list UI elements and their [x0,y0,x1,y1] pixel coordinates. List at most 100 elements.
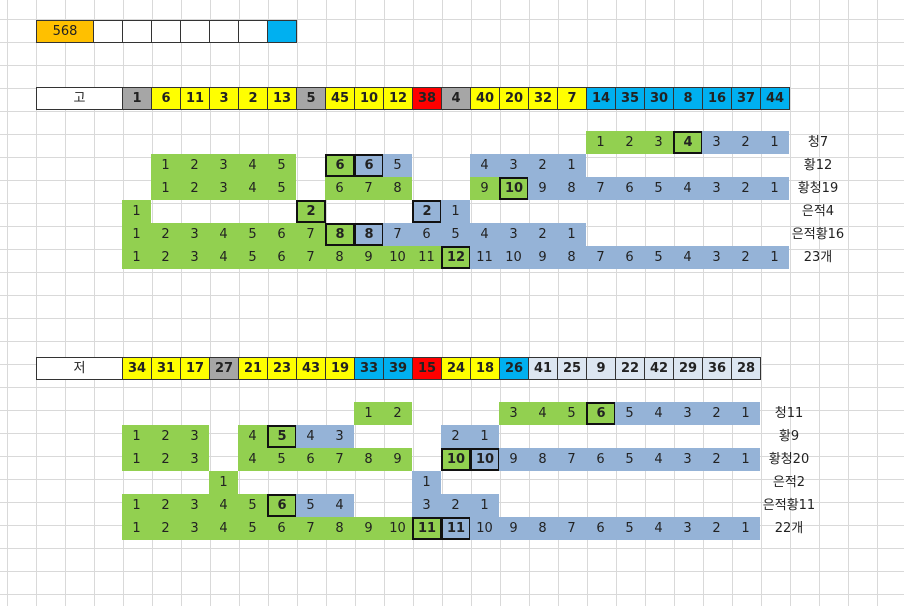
row-label: 황청20 [768,452,810,467]
number-cell: 18 [470,357,500,380]
count-cell: 8 [557,177,586,200]
number-cell: 1 [122,87,152,110]
count-cell: 6 [412,223,441,246]
count-cell: 4 [238,448,267,471]
row-label: 황9 [778,429,800,444]
number-cell: 25 [557,357,587,380]
count-cell: 1 [122,448,151,471]
count-cell: 10 [470,517,499,540]
count-cell: 1 [122,425,151,448]
count-cell: 4 [209,494,238,517]
count-cell: 10 [470,448,500,471]
count-cell: 6 [267,517,296,540]
count-cell: 10 [383,517,412,540]
count-cell: 3 [180,223,209,246]
row-label: 청11 [774,406,804,421]
count-cell: 3 [180,517,209,540]
count-cell: 8 [383,177,412,200]
top-cell [122,20,152,43]
count-cell: 4 [673,177,702,200]
count-cell: 4 [673,246,702,269]
count-cell: 2 [383,402,412,425]
count-cell: 1 [354,402,383,425]
count-cell: 5 [644,177,673,200]
number-cell: 37 [731,87,761,110]
count-cell: 2 [615,131,644,154]
row-label: 황12 [803,158,833,173]
top-cell [209,20,239,43]
number-cell: 27 [209,357,239,380]
count-cell: 2 [528,223,557,246]
top-cell: 568 [36,20,94,43]
count-cell: 3 [644,131,673,154]
number-cell: 28 [731,357,761,380]
count-cell: 5 [615,402,644,425]
count-cell: 6 [354,154,384,177]
count-cell: 9 [354,517,383,540]
number-cell: 10 [354,87,384,110]
count-cell: 4 [209,223,238,246]
count-cell: 4 [296,425,325,448]
count-cell: 11 [441,517,471,540]
count-cell: 1 [122,223,151,246]
count-cell: 8 [354,223,384,246]
count-cell: 2 [296,200,326,223]
number-cell: 26 [499,357,529,380]
row-label: 황청19 [797,181,839,196]
row-label: 은적황11 [762,498,816,513]
count-cell: 4 [209,517,238,540]
number-cell: 33 [354,357,384,380]
number-cell: 16 [702,87,732,110]
count-cell: 1 [731,448,760,471]
count-cell: 2 [151,425,180,448]
count-cell: 6 [296,448,325,471]
top-cell [151,20,181,43]
number-cell: 41 [528,357,558,380]
number-cell: 6 [151,87,181,110]
number-cell: 45 [325,87,355,110]
count-cell: 3 [180,425,209,448]
count-cell: 6 [267,246,296,269]
count-cell: 2 [441,425,470,448]
count-cell: 11 [470,246,499,269]
count-cell: 1 [122,517,151,540]
count-cell: 1 [209,471,238,494]
count-cell: 1 [470,425,499,448]
count-cell: 7 [586,246,615,269]
number-cell: 24 [441,357,471,380]
count-cell: 8 [528,517,557,540]
count-cell: 5 [644,246,673,269]
row-label: 은적2 [772,475,806,490]
count-cell: 3 [180,246,209,269]
count-cell: 5 [615,448,644,471]
count-cell: 1 [557,223,586,246]
number-cell: 17 [180,357,210,380]
count-cell: 1 [586,131,615,154]
number-cell: 43 [296,357,326,380]
count-cell: 9 [354,246,383,269]
count-cell: 3 [673,448,702,471]
number-cell: 7 [557,87,587,110]
count-cell: 3 [209,154,238,177]
count-cell: 9 [499,517,528,540]
count-cell: 2 [151,246,180,269]
number-cell: 36 [702,357,732,380]
number-cell: 22 [615,357,645,380]
count-cell: 8 [528,448,557,471]
number-cell: 4 [441,87,471,110]
count-cell: 1 [441,200,470,223]
count-cell: 4 [644,402,673,425]
count-cell: 5 [296,494,325,517]
count-cell: 2 [702,402,731,425]
count-cell: 4 [325,494,354,517]
count-cell: 2 [151,494,180,517]
count-cell: 5 [557,402,586,425]
count-cell: 2 [731,177,760,200]
count-cell: 8 [325,517,354,540]
count-cell: 4 [644,448,673,471]
number-cell: 11 [180,87,210,110]
count-cell: 3 [499,402,528,425]
count-cell: 4 [470,223,499,246]
number-cell: 13 [267,87,297,110]
count-cell: 5 [238,223,267,246]
